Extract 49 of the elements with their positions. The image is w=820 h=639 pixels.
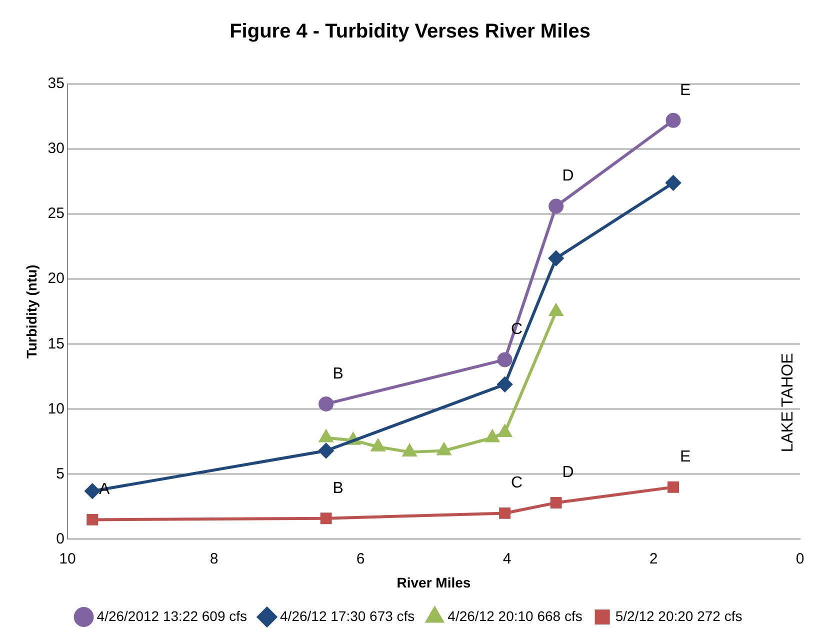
legend-label: 4/26/12 17:30 673 cfs — [280, 608, 415, 624]
point — [497, 376, 512, 392]
point — [84, 484, 100, 499]
point — [437, 443, 451, 456]
chart-title: Figure 4 - Turbidity Verses River Miles — [230, 20, 590, 43]
x-axis-title: River Miles — [396, 574, 471, 590]
y-tick-label: 25 — [48, 205, 64, 222]
y-tick-label: 20 — [48, 270, 64, 288]
legend-label: 4/26/12 20:10 668 cfs — [448, 608, 582, 624]
annotation: E — [680, 82, 691, 99]
point — [86, 514, 98, 526]
point — [320, 512, 332, 524]
annotation: D — [562, 464, 574, 482]
point — [498, 425, 512, 438]
y-tick-label: 10 — [48, 400, 64, 418]
point — [549, 304, 563, 316]
legend-label: 5/2/12 20:20 272 cfs — [615, 608, 742, 624]
y-axis-title: Turbidity (ntu) — [23, 264, 40, 359]
point — [319, 430, 333, 442]
point — [666, 112, 681, 128]
point — [668, 481, 680, 493]
point — [550, 497, 562, 509]
y-tick-label: 30 — [48, 140, 64, 158]
x-tick-label: 6 — [356, 550, 365, 568]
point — [548, 198, 564, 214]
point — [318, 396, 334, 412]
x-tick-label: 0 — [796, 550, 804, 568]
y-tick-label: 0 — [56, 530, 64, 548]
y-tick-label: 15 — [48, 335, 64, 352]
annotation: B — [332, 365, 344, 382]
x-tick-label: 4 — [502, 550, 512, 568]
point — [548, 250, 564, 266]
x-tick-label: 2 — [649, 550, 658, 568]
annotation: C — [511, 474, 523, 492]
annotation: E — [680, 448, 691, 466]
point — [371, 439, 385, 452]
point — [497, 352, 512, 368]
y-tick-label: 5 — [56, 465, 64, 482]
legend-label: 4/26/2012 13:22 609 cfs — [96, 608, 248, 624]
x-tick-label: 8 — [210, 550, 218, 568]
annotation: D — [562, 168, 574, 185]
y-tick-label: 35 — [48, 75, 64, 92]
annotation: LAKE TAHOE — [779, 353, 796, 452]
point — [486, 430, 500, 442]
point — [666, 175, 681, 190]
point — [402, 444, 416, 457]
point — [318, 443, 334, 458]
point — [499, 507, 511, 519]
annotation: B — [332, 480, 344, 497]
